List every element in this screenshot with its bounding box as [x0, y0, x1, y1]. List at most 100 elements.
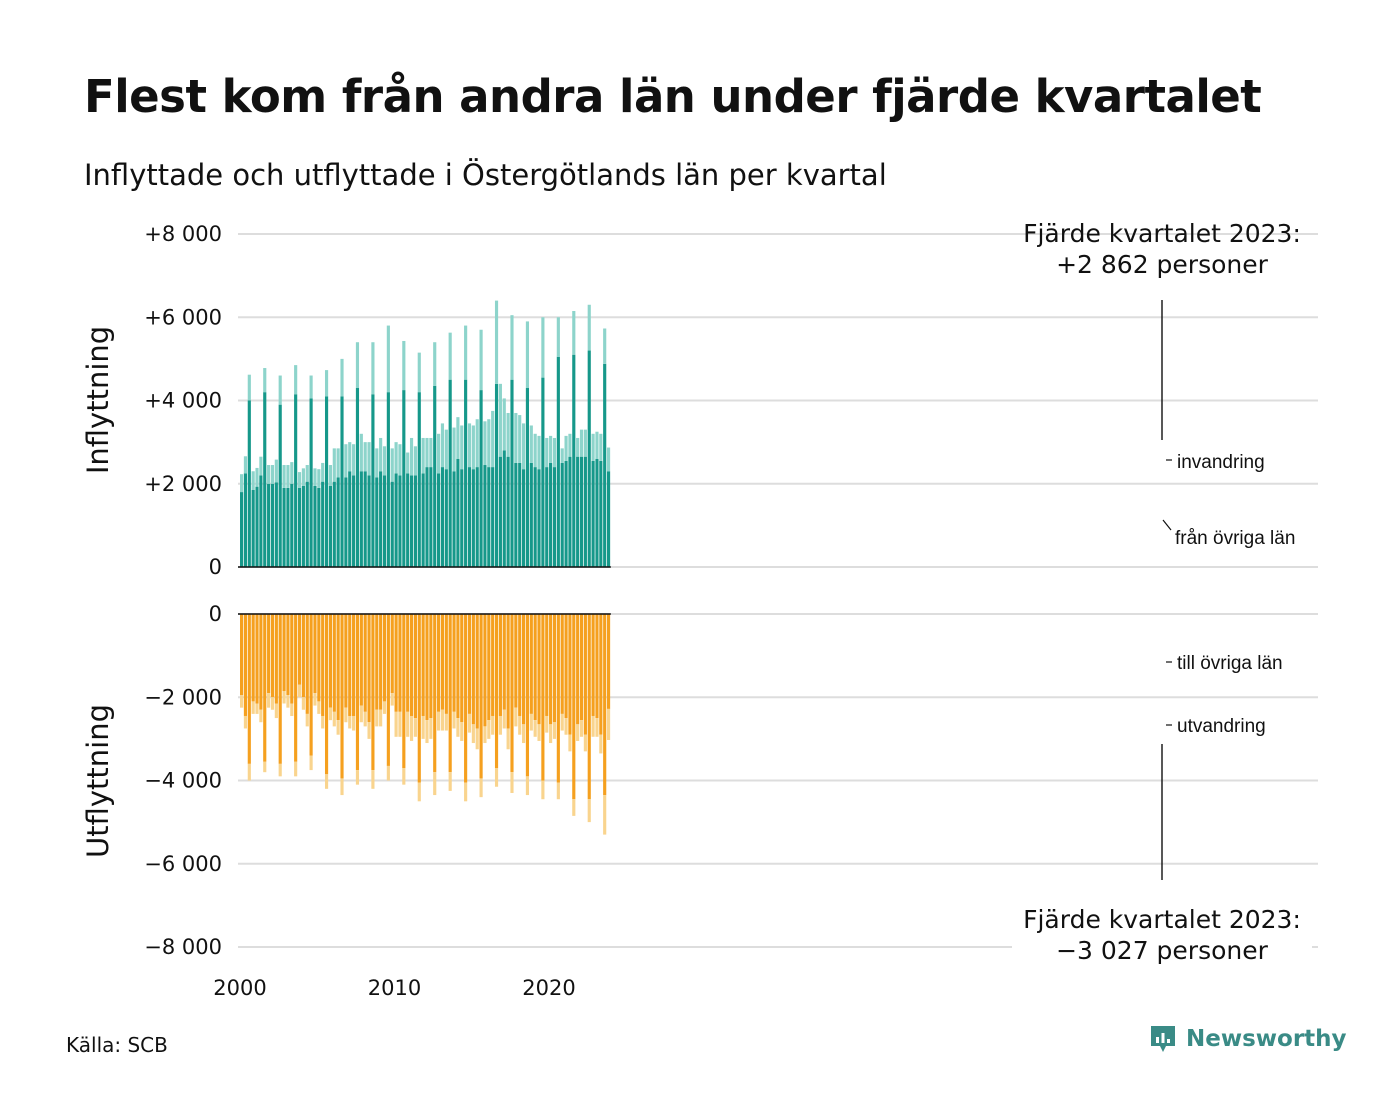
bar-utvandring — [541, 780, 545, 800]
bar-invandring — [514, 412, 518, 463]
bar-invandring — [317, 469, 321, 488]
bar-invandring — [429, 437, 433, 468]
bar-fran-ovriga-lan — [421, 473, 425, 567]
bar-fran-ovriga-lan — [297, 487, 302, 567]
bar-fran-ovriga-lan — [382, 475, 387, 568]
bar-utvandring — [240, 695, 244, 708]
annotation-bg — [1012, 900, 1312, 972]
bar-invandring — [243, 456, 248, 474]
bar-till-ovriga-lan — [243, 614, 248, 716]
bar-invandring — [568, 433, 572, 457]
bar-invandring — [572, 311, 576, 355]
bar-invandring — [355, 342, 360, 389]
y-label-inflyttning: Inflyttning — [81, 326, 115, 474]
bar-utvandring — [464, 782, 468, 802]
brand-name: Newsworthy — [1186, 1026, 1347, 1052]
bar-invandring — [579, 429, 584, 457]
bar-till-ovriga-lan — [294, 614, 298, 762]
bar-invandring — [301, 468, 305, 486]
bar-fran-ovriga-lan — [510, 379, 514, 567]
bar-invandring — [549, 435, 553, 463]
bar-utvandring — [301, 697, 305, 710]
x-tick-label: 2000 — [213, 976, 266, 1000]
bar-invandring — [363, 442, 367, 472]
bar-utvandring — [552, 722, 557, 739]
bar-fran-ovriga-lan — [332, 481, 336, 567]
bar-till-ovriga-lan — [371, 614, 375, 771]
bar-fran-ovriga-lan — [456, 458, 460, 567]
bar-invandring — [606, 447, 611, 472]
bar-invandring — [425, 437, 429, 468]
x-tick-label: 2020 — [522, 976, 575, 1000]
bar-utvandring — [297, 684, 302, 698]
bar-fran-ovriga-lan — [355, 388, 360, 567]
bar-till-ovriga-lan — [402, 614, 406, 769]
bar-till-ovriga-lan — [301, 614, 305, 698]
bar-till-ovriga-lan — [290, 614, 294, 704]
bar-invandring — [251, 471, 255, 490]
bar-utvandring — [448, 772, 452, 791]
bar-utvandring — [583, 734, 587, 752]
bar-till-ovriga-lan — [518, 614, 522, 716]
bar-utvandring — [606, 708, 611, 740]
bar-utvandring — [444, 713, 448, 731]
bar-fran-ovriga-lan — [572, 354, 576, 567]
bar-fran-ovriga-lan — [240, 492, 244, 567]
bar-invandring — [537, 435, 541, 470]
bar-till-ovriga-lan — [332, 614, 336, 712]
bar-till-ovriga-lan — [579, 614, 584, 721]
bar-till-ovriga-lan — [514, 614, 518, 708]
bar-till-ovriga-lan — [240, 614, 244, 696]
bar-till-ovriga-lan — [375, 614, 379, 710]
bar-utvandring — [321, 715, 325, 729]
bar-utvandring — [479, 778, 483, 798]
legend-till-ovriga-lan: till övriga län — [1177, 653, 1283, 674]
bar-utvandring — [305, 713, 309, 727]
bar-till-ovriga-lan — [274, 614, 278, 704]
bar-invandring — [545, 437, 549, 468]
bar-till-ovriga-lan — [483, 614, 487, 727]
bar-till-ovriga-lan — [286, 614, 290, 696]
bar-utvandring — [286, 695, 290, 708]
bar-fran-ovriga-lan — [367, 475, 371, 568]
bar-fran-ovriga-lan — [475, 467, 479, 567]
bar-till-ovriga-lan — [564, 614, 568, 719]
newsworthy-logo: Newsworthy — [1148, 1024, 1347, 1054]
bar-invandring — [510, 315, 514, 380]
bar-till-ovriga-lan — [328, 614, 332, 708]
bar-utvandring — [294, 761, 298, 777]
bar-utvandring — [494, 768, 499, 787]
bar-fran-ovriga-lan — [255, 486, 259, 567]
bar-fran-ovriga-lan — [549, 462, 553, 567]
bar-invandring — [379, 437, 383, 472]
bar-invandring — [475, 419, 479, 468]
bar-utvandring — [340, 778, 344, 796]
bar-utvandring — [595, 718, 599, 737]
bar-fran-ovriga-lan — [452, 471, 456, 567]
bar-fran-ovriga-lan — [390, 481, 394, 567]
bar-invandring — [344, 444, 348, 478]
bar-utvandring — [529, 713, 533, 731]
bar-fran-ovriga-lan — [552, 467, 557, 567]
bar-fran-ovriga-lan — [251, 489, 255, 567]
bar-till-ovriga-lan — [603, 614, 607, 796]
bar-invandring — [282, 465, 286, 488]
bar-fran-ovriga-lan — [460, 469, 464, 567]
bar-fran-ovriga-lan — [317, 487, 321, 567]
bar-fran-ovriga-lan — [247, 400, 251, 567]
bar-utvandring — [328, 707, 332, 721]
bar-till-ovriga-lan — [576, 614, 580, 725]
bar-fran-ovriga-lan — [394, 473, 398, 567]
bar-utvandring — [344, 707, 348, 723]
bar-till-ovriga-lan — [336, 614, 340, 721]
bar-utvandring — [336, 720, 340, 735]
bar-utvandring — [560, 713, 564, 731]
bar-invandring — [332, 448, 336, 482]
bar-till-ovriga-lan — [429, 614, 433, 719]
bar-utvandring — [352, 715, 356, 731]
y-tick-label: 0 — [209, 602, 222, 626]
bar-till-ovriga-lan — [267, 614, 271, 694]
bar-invandring — [390, 448, 394, 482]
bar-till-ovriga-lan — [456, 614, 460, 719]
bar-fran-ovriga-lan — [324, 396, 329, 567]
